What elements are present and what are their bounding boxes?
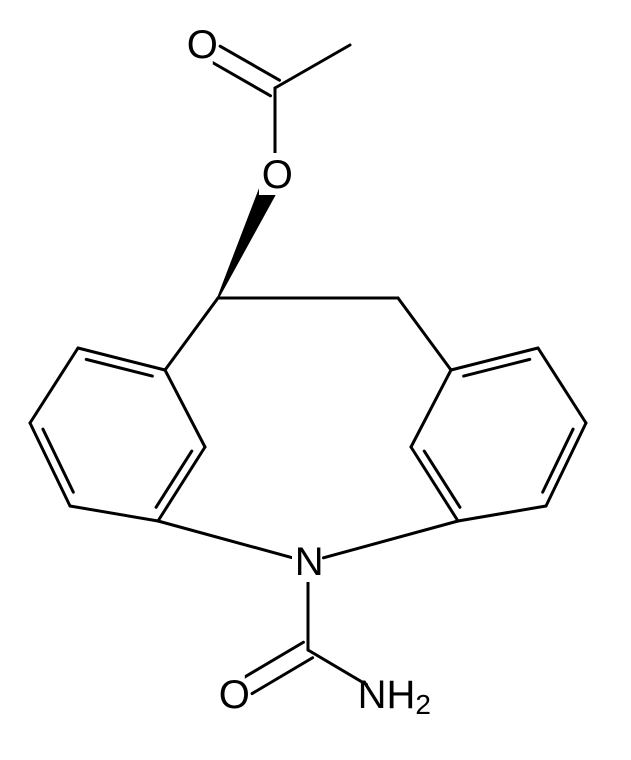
atom-label-O_ester: O: [259, 153, 293, 197]
atom-label-O_carbonyl_top: O: [184, 23, 218, 67]
svg-text:O: O: [219, 673, 250, 717]
atom-label-O_amide: O: [216, 673, 250, 717]
svg-text:O: O: [262, 153, 293, 197]
stereo-wedge: [217, 188, 276, 299]
atom-label-N_ring: N: [292, 540, 324, 584]
atom-label-N_amide: NH2: [358, 673, 444, 719]
svg-text:N: N: [295, 540, 324, 584]
svg-text:O: O: [187, 23, 218, 67]
chemical-structure: O O N O NH2: [0, 0, 631, 760]
